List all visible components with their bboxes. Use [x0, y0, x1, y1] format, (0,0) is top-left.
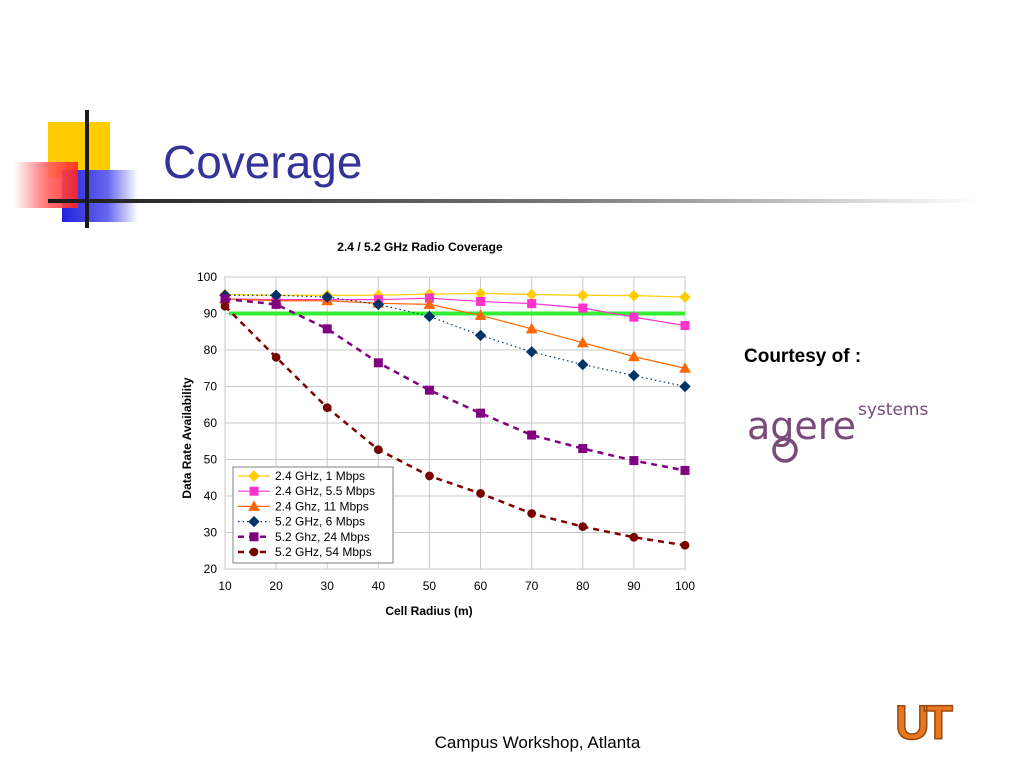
data-point	[679, 291, 691, 303]
data-point	[679, 362, 691, 373]
legend-box	[232, 466, 394, 564]
data-point	[525, 322, 538, 334]
y-tick-label: 60	[204, 416, 218, 430]
data-point	[629, 532, 639, 542]
y-tick-label: 90	[204, 307, 218, 321]
data-point	[423, 298, 436, 309]
data-point	[423, 310, 436, 323]
data-point	[271, 352, 281, 362]
coverage-chart: 2.4 / 5.2 GHz Radio Coverage 20 30 40 50 60 70…	[180, 240, 695, 618]
y-tick-label: 20	[204, 562, 218, 576]
x-tick-label: 50	[423, 579, 437, 593]
data-point	[527, 509, 537, 518]
x-tick-label: 60	[474, 579, 488, 593]
data-point	[373, 358, 383, 368]
data-point	[679, 380, 691, 393]
data-point	[425, 471, 434, 481]
y-axis-label: Data Rate Availability	[180, 377, 194, 498]
legend-entry: 5.2 GHz, 6 Mbps	[275, 515, 365, 529]
series-line	[224, 297, 686, 472]
data-point	[474, 309, 487, 320]
data-point	[525, 346, 538, 358]
data-point	[271, 299, 281, 309]
legend-entry: 5.2 Ghz, 24 Mbps	[275, 530, 370, 544]
data-point	[476, 489, 485, 498]
series-line	[224, 297, 686, 327]
data-point	[577, 358, 589, 371]
chart-title: 2.4 / 5.2 GHz Radio Coverage	[337, 240, 503, 254]
agere-logo-subtext: systems	[858, 400, 928, 420]
legend-entry: 2.4 GHz, 1 Mbps	[275, 469, 365, 483]
agere-logo-circle	[772, 437, 798, 463]
data-point	[476, 408, 486, 418]
data-point	[322, 324, 332, 334]
data-point	[680, 465, 690, 475]
data-point	[680, 540, 690, 550]
data-point	[577, 289, 589, 301]
title-decoration	[14, 110, 978, 228]
agere-logo-text: agere	[747, 404, 856, 448]
footer-text: Campus Workshop, Atlanta	[434, 733, 641, 752]
x-tick-label: 70	[525, 579, 539, 593]
x-tick-label: 80	[576, 579, 590, 593]
data-point	[629, 456, 639, 466]
x-tick-label: 10	[218, 579, 232, 593]
legend-swatch-marker	[249, 532, 259, 542]
legend-entry: 5.2 GHz, 54 Mbps	[275, 545, 372, 559]
data-point	[474, 329, 487, 342]
y-tick-label: 30	[204, 526, 218, 540]
data-point	[372, 298, 385, 311]
x-tick-label: 90	[627, 579, 641, 593]
data-point	[628, 350, 640, 362]
y-tick-label: 70	[204, 380, 218, 394]
data-point	[629, 312, 639, 322]
title-underline	[48, 199, 978, 203]
x-tick-label: 40	[372, 579, 386, 593]
data-point	[527, 299, 537, 309]
series-line	[224, 292, 686, 298]
data-point	[578, 444, 588, 454]
x-tick-label: 100	[675, 579, 695, 593]
legend-swatch-marker	[248, 500, 260, 511]
legend-swatch-marker	[248, 470, 260, 482]
data-point	[322, 403, 332, 413]
vertical-line	[85, 110, 89, 228]
ut-logo-text: UT	[895, 697, 953, 747]
data-point	[578, 303, 588, 313]
y-tick-label: 50	[204, 453, 218, 467]
x-axis-label: Cell Radius (m)	[385, 604, 472, 618]
agere-logo: agere systems	[747, 400, 928, 463]
y-tick-label: 100	[197, 270, 217, 284]
data-point	[220, 294, 230, 304]
data-point	[578, 522, 588, 532]
series-line	[224, 298, 686, 369]
data-point	[476, 296, 486, 306]
data-point	[628, 369, 640, 382]
data-point	[628, 289, 640, 302]
data-point	[220, 301, 230, 311]
ut-logo: UT	[894, 696, 959, 747]
y-tick-label: 40	[204, 489, 218, 503]
series-line	[224, 305, 686, 547]
x-tick-label: 20	[269, 579, 283, 593]
legend-swatch-marker	[248, 515, 260, 528]
data-point	[321, 291, 333, 303]
data-point	[680, 321, 690, 331]
slide-title: Coverage	[163, 136, 363, 188]
y-tick-label: 80	[204, 343, 218, 357]
data-point	[576, 336, 589, 348]
data-point	[373, 445, 383, 455]
legend-entry: 2.4 GHz, 5.5 Mbps	[275, 484, 375, 498]
legend-swatch-marker	[249, 486, 259, 496]
data-point	[424, 385, 434, 395]
data-point	[527, 430, 537, 440]
courtesy-label: Courtesy of :	[744, 346, 862, 367]
legend-swatch-marker	[249, 547, 259, 557]
series-line	[225, 294, 686, 388]
x-tick-label: 30	[321, 579, 335, 593]
legend-entry: 2.4 Ghz, 11 Mbps	[275, 499, 369, 513]
